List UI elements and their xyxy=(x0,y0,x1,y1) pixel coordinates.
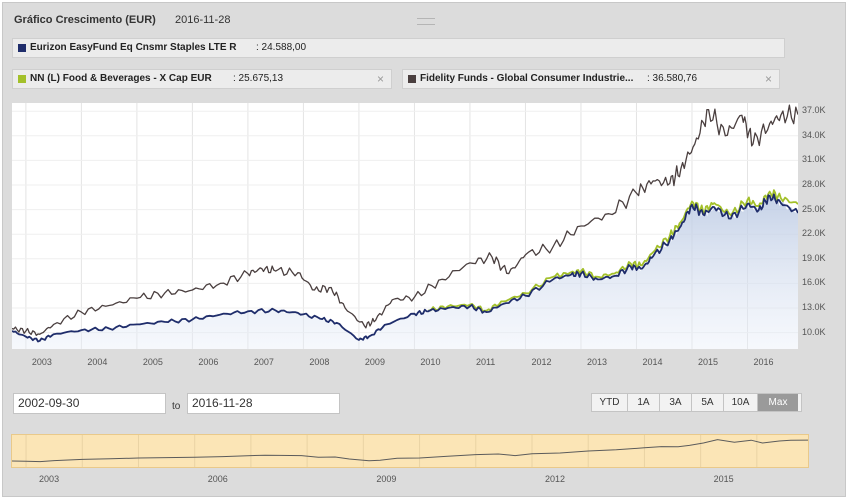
navigator-series-line xyxy=(11,439,809,463)
legend-item-nn[interactable]: NN (L) Food & Beverages - X Cap EUR : 25… xyxy=(12,69,392,89)
chart-plot-area[interactable] xyxy=(11,103,799,349)
range-button-max[interactable]: Max xyxy=(758,394,798,411)
x-tick-label: 2008 xyxy=(309,357,330,367)
date-to-label: to xyxy=(172,401,181,412)
date-from-input[interactable]: 2002-09-30 xyxy=(13,393,166,414)
x-tick-label: 2016 xyxy=(753,357,774,367)
x-tick-label: 2010 xyxy=(420,357,441,367)
x-tick-label: 2012 xyxy=(531,357,552,367)
navigator-x-tick-label: 2009 xyxy=(376,474,397,484)
range-button-10a[interactable]: 10A xyxy=(724,394,758,411)
range-button-3a[interactable]: 3A xyxy=(660,394,692,411)
range-button-5a[interactable]: 5A xyxy=(692,394,724,411)
navigator[interactable] xyxy=(11,434,809,468)
x-tick-label: 2003 xyxy=(31,357,52,367)
navigator-x-tick-label: 2006 xyxy=(207,474,228,484)
x-tick-label: 2009 xyxy=(364,357,385,367)
y-tick-label: 22.0K xyxy=(802,228,826,239)
y-tick-label: 28.0K xyxy=(802,179,826,189)
x-tick-label: 2013 xyxy=(586,357,607,367)
x-tick-label: 2006 xyxy=(198,357,219,367)
chart-title: Gráfico Crescimento (EUR) xyxy=(14,14,156,26)
y-tick-label: 10.0K xyxy=(802,326,826,337)
navigator-x-tick-label: 2003 xyxy=(39,474,60,484)
x-tick-label: 2015 xyxy=(697,357,718,367)
series-line-nn xyxy=(428,189,799,312)
x-tick-label: 2007 xyxy=(253,357,274,367)
navigator-x-tick-label: 2015 xyxy=(713,474,734,484)
y-tick-label: 31.0K xyxy=(802,154,826,165)
x-tick-label: 2014 xyxy=(642,357,663,367)
y-axis: 37.0K 34.0K 31.0K 28.0K 25.0K 22.0K 19.0K 16.0K… xyxy=(798,103,840,349)
y-tick-label: 34.0K xyxy=(802,129,826,140)
legend-series-name: NN (L) Food & Beverages - X Cap EUR xyxy=(30,73,212,84)
x-tick-label: 2005 xyxy=(142,357,163,367)
range-selector: YTD 1A 3A 5A 10A Max xyxy=(591,393,802,412)
y-tick-label: 13.0K xyxy=(802,302,826,312)
legend-series-value: : 36.580,76 xyxy=(647,73,698,84)
y-tick-label: 19.0K xyxy=(802,252,826,263)
close-icon[interactable]: × xyxy=(764,72,772,86)
range-button-1a[interactable]: 1A xyxy=(628,394,660,411)
series-swatch xyxy=(18,44,26,52)
close-icon[interactable]: × xyxy=(376,72,384,86)
navigator-x-tick-label: 2012 xyxy=(544,474,566,484)
y-tick-label: 16.0K xyxy=(802,277,826,288)
series-line-fidelity xyxy=(11,104,799,336)
drag-handle[interactable] xyxy=(417,18,435,25)
legend-item-eurizon[interactable]: Eurizon EasyFund Eq Cnsmr Staples LTE R … xyxy=(12,38,785,58)
series-swatch xyxy=(408,75,416,83)
y-tick-label: 25.0K xyxy=(802,203,826,214)
series-line-eurizon xyxy=(11,193,799,343)
series-area-eurizon xyxy=(12,192,798,349)
chart-svg xyxy=(11,103,799,349)
legend-series-value: : 25.675,13 xyxy=(233,73,284,84)
x-tick-label: 2011 xyxy=(475,357,496,367)
y-tick-label: 37.0K xyxy=(802,105,826,116)
legend-item-fidelity[interactable]: Fidelity Funds - Global Consumer Industr… xyxy=(402,69,780,89)
legend-series-value: : 24.588,00 xyxy=(256,42,307,53)
x-tick-label: 2004 xyxy=(87,357,108,367)
chart-date: 2016-11-28 xyxy=(175,14,231,26)
range-button-ytd[interactable]: YTD xyxy=(592,394,628,411)
series-swatch xyxy=(18,75,26,83)
date-to-input[interactable]: 2016-11-28 xyxy=(187,393,340,414)
navigator-svg xyxy=(11,435,809,467)
legend-series-name: Fidelity Funds - Global Consumer Industr… xyxy=(420,73,634,84)
legend-series-name: Eurizon EasyFund Eq Cnsmr Staples LTE R xyxy=(30,42,237,53)
